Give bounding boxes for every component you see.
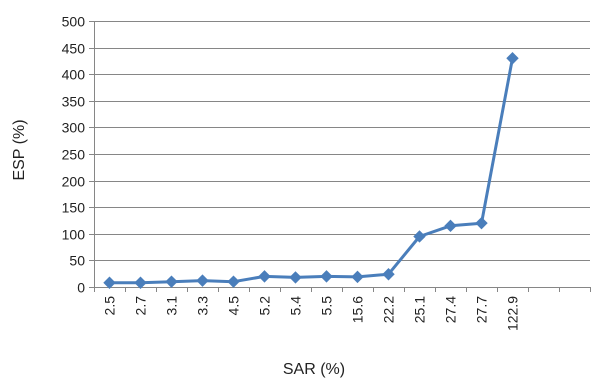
y-tick-label: 400 xyxy=(62,67,86,83)
x-tick-label: 2.5 xyxy=(102,296,118,316)
data-point-diamond xyxy=(320,270,333,283)
data-point-diamond xyxy=(382,268,395,281)
y-tick-label: 350 xyxy=(62,94,86,110)
data-point-diamond xyxy=(506,52,519,65)
data-point-diamond xyxy=(475,216,488,230)
y-tick-label: 50 xyxy=(69,253,85,269)
series-line xyxy=(108,56,514,285)
y-tick-labels: 0 50 100 150 200 250 300 350 400 450 500 xyxy=(62,14,86,296)
x-tick-label: 27.7 xyxy=(474,296,490,323)
x-tick-label: 5.5 xyxy=(319,296,335,316)
x-tick-label: 3.1 xyxy=(164,296,180,316)
series-esp xyxy=(103,52,519,289)
y-tick-label: 500 xyxy=(62,14,86,30)
y-tick-label: 250 xyxy=(62,147,86,163)
x-tick-label: 27.4 xyxy=(443,296,459,323)
y-tick-label: 200 xyxy=(62,174,86,190)
y-tick-label: 0 xyxy=(77,280,85,296)
y-axis-title: ESP (%) xyxy=(11,119,28,180)
axes xyxy=(89,21,591,292)
y-tick-label: 300 xyxy=(62,120,86,136)
data-point-diamond xyxy=(134,276,147,289)
y-tick-label: 450 xyxy=(62,41,86,57)
x-tick-label: 3.3 xyxy=(195,296,211,316)
data-point-diamond xyxy=(227,275,240,288)
data-point-diamond xyxy=(351,270,364,284)
data-point-diamond xyxy=(196,274,209,287)
x-tick-label: 5.2 xyxy=(257,296,273,316)
data-point-diamond xyxy=(165,275,178,288)
x-tick-label: 122.9 xyxy=(505,296,521,331)
x-tick-label: 15.6 xyxy=(350,296,366,323)
x-tick-label: 22.2 xyxy=(381,296,397,323)
x-tick-labels: 2.5 2.7 3.1 3.3 4.5 5.2 5.4 5.5 15.6 22.2 25.1 27.4… xyxy=(102,296,521,331)
x-axis-title: SAR (%) xyxy=(283,361,345,378)
y-tick-label: 150 xyxy=(62,200,86,216)
x-tick-label: 25.1 xyxy=(412,296,428,323)
data-point-diamond xyxy=(413,230,426,243)
data-point-diamond xyxy=(444,219,457,233)
x-tick-label: 4.5 xyxy=(226,296,242,316)
data-point-diamond xyxy=(103,276,116,289)
data-point-diamond xyxy=(258,270,271,283)
gridlines xyxy=(94,21,590,261)
data-point-diamond xyxy=(289,271,302,284)
x-tick-label: 5.4 xyxy=(288,296,304,316)
x-tick-label: 2.7 xyxy=(133,296,149,316)
y-tick-label: 100 xyxy=(62,227,86,243)
